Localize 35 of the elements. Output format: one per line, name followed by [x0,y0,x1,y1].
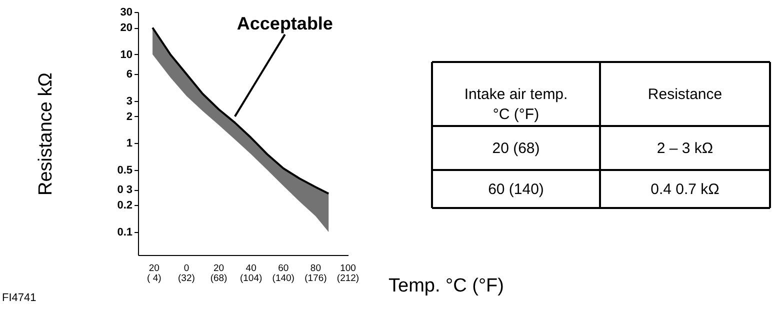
y-axis-title: Resistance kΩ [36,72,56,196]
y-tick-label: 6 [126,68,132,81]
y-tick-label: 0.5 [117,164,132,176]
x-tick-label: 20 [213,263,224,274]
x2-tick-label: ( 4) [147,273,162,284]
x-tick-label: 20 [148,263,160,274]
text: 0.4 0.7 kΩ [650,181,720,198]
y-tick-label: 3 [126,95,132,108]
y-tick-label: 30 [120,6,132,18]
y-tick-label: 20 [120,22,132,34]
text: 20 (68) [492,140,540,157]
x-tick-label: 60 [278,263,289,274]
y-tick-label: 10 [120,48,132,61]
y-tick-label: 0.2 [117,200,132,212]
x2-tick-label: (104) [240,273,262,284]
x2-tick-label: (68) [210,273,228,284]
y-tick-label: 0.1 [117,226,132,238]
x2-tick-label: (140) [272,273,294,284]
x-tick-label: 0 [184,263,190,274]
x-tick-label: 80 [310,263,321,274]
x2-tick-label: (212) [336,273,360,284]
text: Intake air temp. °C (°F) [464,86,568,123]
x-tick-label: 100 [340,263,356,274]
x2-tick-label: (176) [304,273,327,284]
y-tick-label: 2 [126,110,132,123]
x2-tick-label: (32) [178,273,195,284]
text: Resistance [648,86,722,103]
x-tick-label: 40 [246,263,256,274]
text: 60 (140) [488,181,544,198]
y-tick-label: 0 3 [117,184,132,196]
text: FI4741 [2,292,36,304]
annotation: Acceptable [236,13,333,34]
text: 2 – 3 kΩ [656,140,714,157]
y-tick-label: 1 [126,138,132,150]
x-axis-title: Temp. °C (°F) [388,276,504,296]
